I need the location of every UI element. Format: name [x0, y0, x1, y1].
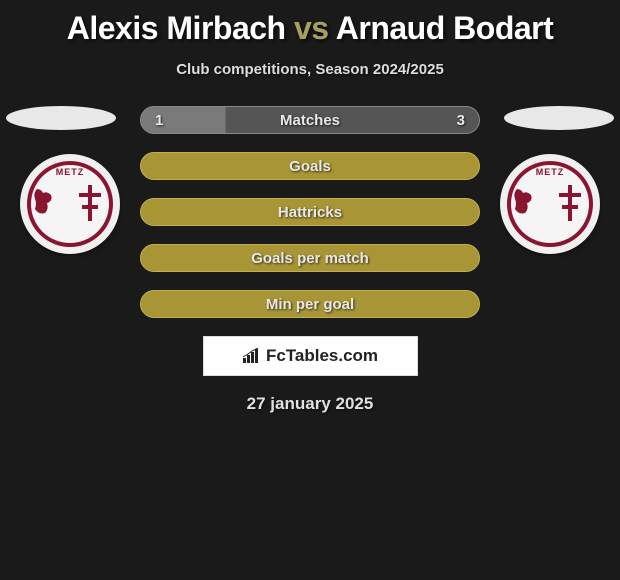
badge-inner: METZ [507, 161, 593, 247]
stat-label: Goals per match [251, 250, 369, 267]
player2-club-badge: METZ [500, 154, 600, 254]
stat-label: Min per goal [266, 296, 354, 313]
stats-bars: 1 Matches 3 Goals Hattricks Goals per ma… [140, 106, 480, 318]
stat-row-goals-per-match: Goals per match [140, 244, 480, 272]
dragon-icon [511, 185, 537, 221]
badge-club-text: METZ [511, 167, 589, 177]
stat-row-matches: 1 Matches 3 [140, 106, 480, 134]
badge-club-text: METZ [31, 167, 109, 177]
player1-name: Alexis Mirbach [67, 10, 286, 46]
vs-separator: vs [294, 10, 329, 46]
competition-subtitle: Club competitions, Season 2024/2025 [0, 61, 620, 78]
stat-label: Matches [280, 112, 340, 129]
player1-club-badge: METZ [20, 154, 120, 254]
badge-cross-side [70, 179, 109, 239]
stat-row-goals: Goals [140, 152, 480, 180]
badge-inner: METZ [27, 161, 113, 247]
player1-marker-oval [6, 106, 116, 130]
comparison-title: Alexis Mirbach vs Arnaud Bodart [0, 0, 620, 47]
stat-value-right: 3 [457, 112, 465, 129]
source-logo-text: FcTables.com [266, 346, 378, 366]
stats-content: METZ METZ [0, 106, 620, 414]
snapshot-date: 27 january 2025 [0, 394, 620, 414]
player2-marker-oval [504, 106, 614, 130]
stat-label: Hattricks [278, 204, 342, 221]
badge-cross-side [550, 179, 589, 239]
stat-value-left: 1 [155, 112, 163, 129]
dragon-icon [31, 185, 57, 221]
lorraine-cross-icon [77, 185, 103, 221]
player2-name: Arnaud Bodart [336, 10, 554, 46]
bars-chart-icon [242, 348, 262, 364]
stat-label: Goals [289, 158, 331, 175]
stat-row-min-per-goal: Min per goal [140, 290, 480, 318]
lorraine-cross-icon [557, 185, 583, 221]
source-logo: FcTables.com [242, 346, 378, 366]
stat-row-hattricks: Hattricks [140, 198, 480, 226]
badge-dragon-side [511, 179, 550, 239]
badge-dragon-side [31, 179, 70, 239]
source-logo-box: FcTables.com [203, 336, 418, 376]
